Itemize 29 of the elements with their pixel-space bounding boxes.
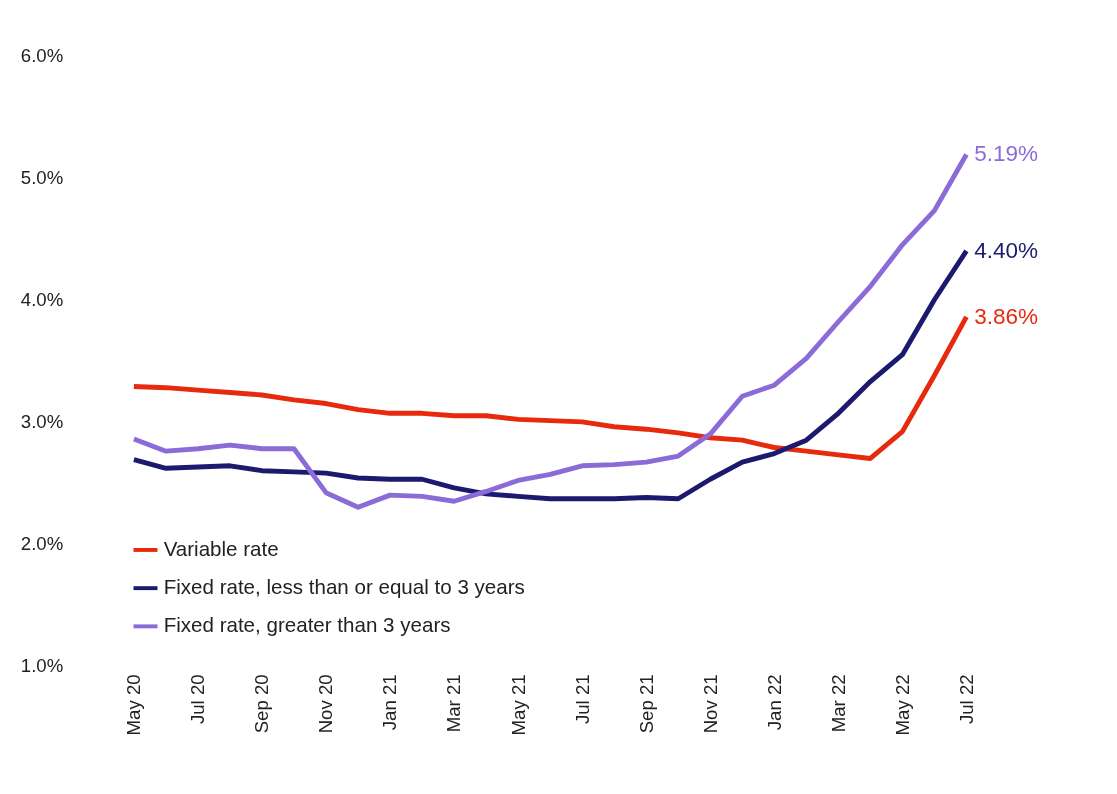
- x-tick-label: Jan 22: [763, 674, 785, 731]
- line-series: [131, 248, 969, 502]
- line-series: [131, 152, 969, 510]
- legend-label: Fixed rate, greater than 3 years: [163, 613, 451, 637]
- x-tick-label: Jul 21: [571, 674, 593, 725]
- x-tick-label: Jan 21: [379, 674, 401, 731]
- legend-label: Variable rate: [163, 536, 279, 560]
- x-tick-label: Jul 20: [187, 674, 209, 725]
- y-tick-label: 1.0%: [20, 655, 64, 677]
- x-tick-label: Sep 21: [635, 674, 657, 734]
- x-tick-label: Nov 20: [315, 674, 337, 734]
- y-tick-label: 6.0%: [20, 44, 64, 66]
- x-tick-label: Mar 21: [443, 674, 465, 733]
- x-tick-label: Mar 22: [827, 674, 849, 733]
- x-tick-label: Sep 20: [251, 674, 273, 734]
- line-series: [131, 314, 969, 461]
- x-tick-label: Jul 22: [955, 674, 977, 725]
- x-tick-label: May 21: [507, 674, 529, 736]
- x-tick-label: May 22: [891, 674, 913, 736]
- y-tick-label: 3.0%: [20, 411, 64, 433]
- x-tick-label: Nov 21: [699, 674, 721, 734]
- legend-label: Fixed rate, less than or equal to 3 years: [163, 575, 525, 599]
- data-label: 5.19%: [974, 141, 1039, 167]
- data-label: 3.86%: [974, 303, 1039, 329]
- y-tick-label: 5.0%: [20, 167, 64, 189]
- y-tick-label: 4.0%: [20, 289, 64, 311]
- y-tick-label: 2.0%: [20, 533, 64, 555]
- data-label: 4.40%: [974, 237, 1039, 263]
- x-tick-label: May 20: [123, 674, 145, 736]
